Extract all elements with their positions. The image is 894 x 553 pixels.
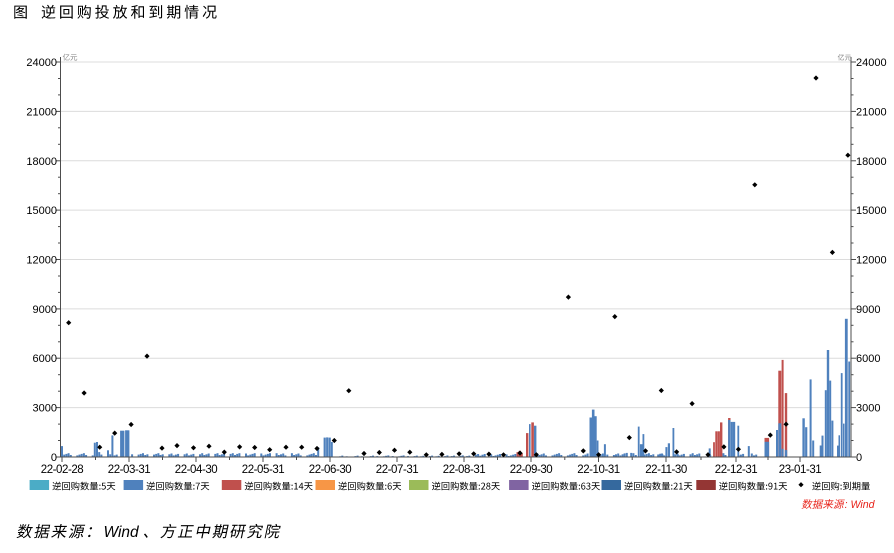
svg-text:Wind: Wind (104, 524, 141, 541)
svg-text:15000: 15000 (26, 205, 57, 217)
svg-text:15000: 15000 (856, 205, 887, 217)
svg-text:12000: 12000 (856, 255, 887, 267)
svg-text:3000: 3000 (856, 403, 880, 415)
svg-text:22-07-31: 22-07-31 (376, 464, 418, 476)
svg-text:21000: 21000 (856, 106, 887, 118)
svg-text:22-09-30: 22-09-30 (510, 464, 552, 476)
svg-text:22-10-31: 22-10-31 (577, 464, 619, 476)
svg-text:22-06-30: 22-06-30 (309, 464, 351, 476)
svg-text:22-11-30: 22-11-30 (645, 464, 687, 476)
svg-text:22-08-31: 22-08-31 (443, 464, 485, 476)
svg-text:0: 0 (51, 452, 57, 464)
svg-text:22-04-30: 22-04-30 (175, 464, 217, 476)
svg-text:12000: 12000 (26, 255, 57, 267)
svg-text:9000: 9000 (33, 304, 57, 316)
svg-text:21000: 21000 (26, 106, 57, 118)
svg-text:6000: 6000 (856, 353, 880, 365)
svg-text:6000: 6000 (33, 353, 57, 365)
svg-text:18000: 18000 (856, 156, 887, 168)
svg-text:24000: 24000 (26, 57, 57, 69)
svg-text:0: 0 (856, 452, 862, 464)
svg-text:22-02-28: 22-02-28 (41, 464, 83, 476)
svg-text:22-12-31: 22-12-31 (715, 464, 757, 476)
svg-text:24000: 24000 (856, 57, 887, 69)
svg-text:22-03-31: 22-03-31 (108, 464, 150, 476)
svg-text:18000: 18000 (26, 156, 57, 168)
svg-text:9000: 9000 (856, 304, 880, 316)
svg-text:: Wind: : Wind (845, 499, 876, 511)
svg-text:3000: 3000 (33, 403, 57, 415)
svg-text:23-01-31: 23-01-31 (779, 464, 821, 476)
svg-text:22-05-31: 22-05-31 (242, 464, 284, 476)
